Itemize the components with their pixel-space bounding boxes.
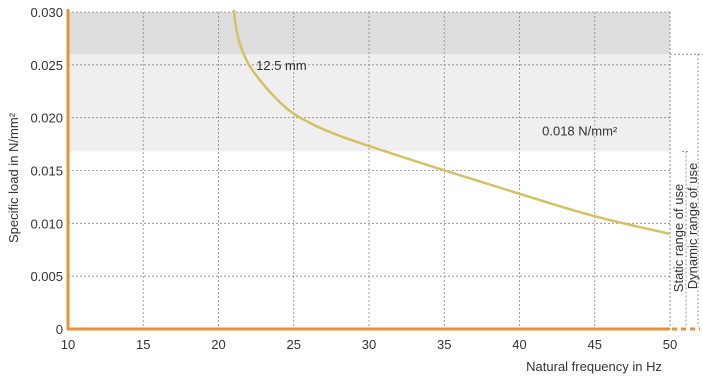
x-axis-title: Natural frequency in Hz	[526, 359, 662, 374]
x-tick-label: 10	[61, 337, 75, 352]
y-tick-label: 0.025	[30, 58, 63, 73]
dynamic-range-label: Dynamic range of use	[685, 163, 700, 289]
axes	[66, 9, 700, 331]
y-tick-label: 0.005	[30, 269, 63, 284]
x-tick-label: 35	[437, 337, 451, 352]
grid-lines	[68, 11, 671, 329]
series-lines	[232, 10, 670, 236]
y-tick-label: 0.030	[30, 5, 63, 20]
static-range-label: Static range of use	[671, 184, 686, 292]
band-threshold-label: 0.018 N/mm²	[542, 124, 618, 139]
tick-labels: 10 15 20 25 30 35 40 45 50 0 0.005 0.010 0.015 0.020 0…	[30, 5, 677, 352]
y-axis-title: Specific load in N/mm²	[6, 112, 21, 243]
y-tick-label: 0	[56, 322, 63, 337]
series-label: 12.5 mm	[256, 58, 307, 73]
x-tick-label: 40	[512, 337, 526, 352]
range-labels: Static range of use Dynamic range of use	[670, 53, 703, 327]
y-tick-label: 0.020	[30, 111, 63, 126]
annotations: 12.5 mm 0.018 N/mm²	[256, 58, 618, 139]
x-tick-label: 50	[663, 337, 677, 352]
background-bands	[68, 12, 670, 152]
y-tick-label: 0.010	[30, 216, 63, 231]
series-line-12-5-mm	[232, 10, 670, 236]
x-tick-label: 45	[588, 337, 602, 352]
x-tick-label: 25	[287, 337, 301, 352]
x-tick-label: 15	[136, 337, 150, 352]
x-tick-label: 30	[362, 337, 376, 352]
band-lower	[68, 54, 670, 152]
x-tick-label: 20	[211, 337, 225, 352]
y-tick-label: 0.015	[30, 164, 63, 179]
